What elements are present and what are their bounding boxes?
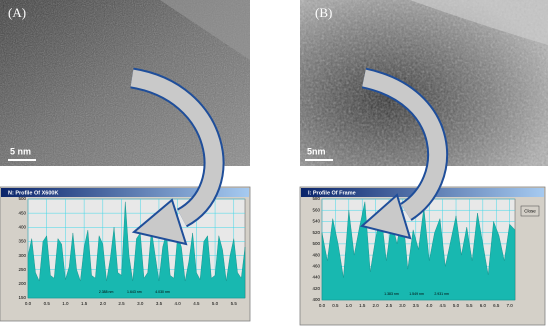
- x-tick-label: 1.0: [346, 303, 353, 308]
- y-tick-label: 400: [312, 297, 320, 302]
- y-tick-label: 150: [18, 295, 26, 300]
- x-tick-label: 4.5: [193, 301, 200, 306]
- y-tick-label: 250: [18, 267, 26, 272]
- y-tick-label: 560: [312, 207, 320, 212]
- x-tick-label: 0.0: [319, 303, 326, 308]
- x-tick-label: 0.5: [332, 303, 339, 308]
- y-tick-label: 500: [18, 196, 26, 201]
- window-title: N: Profile Of X600K: [8, 190, 58, 196]
- y-tick-label: 400: [18, 224, 26, 229]
- y-tick-label: 450: [18, 210, 26, 215]
- y-tick-label: 520: [312, 230, 320, 235]
- tem-image-a: 5 nm (A): [0, 0, 250, 166]
- y-tick-label: 300: [18, 253, 26, 258]
- y-tick-label: 500: [312, 241, 320, 246]
- close-button[interactable]: [520, 205, 540, 217]
- y-tick-label: 350: [18, 239, 26, 244]
- scale-bar-label: 5 nm: [10, 146, 31, 156]
- x-tick-label: 3.0: [399, 303, 406, 308]
- x-tick-label: 6.5: [493, 303, 500, 308]
- y-tick-label: 420: [312, 286, 320, 291]
- window-title: I: Profile Of Frame: [308, 190, 356, 196]
- panel-label: (A): [8, 5, 26, 20]
- x-tick-label: 6.0: [480, 303, 487, 308]
- arrow: [129, 67, 225, 246]
- arrow: [359, 67, 448, 240]
- x-tick-label: 1.5: [359, 303, 366, 308]
- x-tick-label: 2.0: [372, 303, 379, 308]
- x-tick-label: 4.0: [175, 301, 182, 306]
- x-tick-label: 5.0: [212, 301, 219, 306]
- measurement-label: 2.388 nm: [99, 290, 114, 294]
- y-tick-label: 460: [312, 264, 320, 269]
- x-tick-label: 0.5: [44, 301, 51, 306]
- tem-image-b: 5nm (B): [300, 0, 548, 166]
- x-tick-label: 3.5: [156, 301, 163, 306]
- x-tick-label: 5.0: [453, 303, 460, 308]
- x-tick-label: 2.5: [386, 303, 393, 308]
- x-tick-label: 2.5: [118, 301, 125, 306]
- profile-window: N: Profile Of X600K 150 200 250 300 350 400 450…: [0, 186, 251, 322]
- title-bar: [1, 188, 249, 197]
- x-tick-label: 7.0: [507, 303, 514, 308]
- y-tick-label: 440: [312, 275, 320, 280]
- x-tick-label: 5.5: [466, 303, 473, 308]
- x-tick-label: 2.0: [100, 301, 107, 306]
- y-tick-label: 480: [312, 252, 320, 257]
- profile-area: [321, 201, 516, 301]
- y-tick-label: 540: [312, 219, 320, 224]
- y-tick-label: 580: [312, 196, 320, 201]
- measurement-label: 1.549 nm: [409, 292, 424, 296]
- x-tick-label: 4.0: [426, 303, 433, 308]
- profile-area: [27, 201, 246, 299]
- measurement-label: 1.383 nm: [384, 292, 399, 296]
- x-tick-label: 3.5: [413, 303, 420, 308]
- measurement-label: 1.643 nm: [127, 290, 142, 294]
- x-tick-label: 3.0: [137, 301, 144, 306]
- profile-windows: N: Profile Of X600K 150 200 250 300 350 400 450…: [0, 186, 546, 326]
- measurement-label: 2.931 nm: [434, 292, 449, 296]
- panel-label: (B): [315, 5, 332, 20]
- measurement-label: 4.030 nm: [155, 290, 170, 294]
- button-label[interactable]: Close: [524, 208, 536, 213]
- x-tick-label: 1.0: [62, 301, 69, 306]
- x-tick-label: 5.5: [231, 301, 238, 306]
- x-tick-label: 4.5: [439, 303, 446, 308]
- x-tick-label: 1.5: [81, 301, 88, 306]
- y-tick-label: 200: [18, 281, 26, 286]
- x-tick-label: 0.0: [25, 301, 32, 306]
- scale-bar-label: 5nm: [307, 146, 326, 156]
